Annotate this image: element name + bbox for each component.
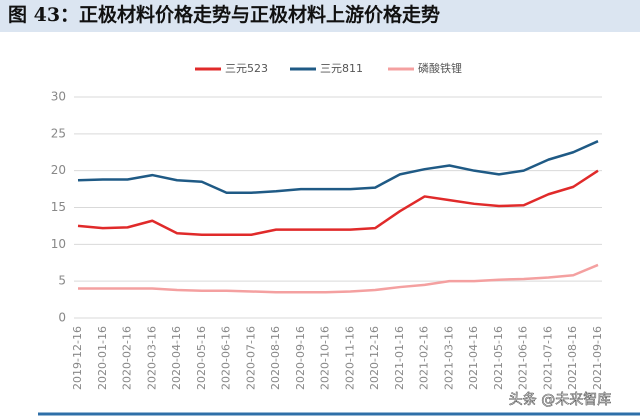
x-tick-label: 2020-07-16	[244, 326, 257, 390]
x-tick-label: 2020-11-16	[343, 326, 356, 390]
y-tick-label: 25	[51, 126, 66, 140]
x-tick-label: 2020-09-16	[294, 326, 307, 390]
y-tick-label: 10	[51, 237, 66, 251]
x-tick-label: 2020-05-16	[195, 326, 208, 390]
x-tick-label: 2021-07-16	[541, 326, 554, 390]
x-tick-label: 2021-02-16	[418, 326, 431, 390]
x-tick-label: 2021-04-16	[467, 326, 480, 390]
x-tick-label: 2020-10-16	[319, 326, 332, 390]
x-tick-label: 2020-03-16	[145, 326, 158, 390]
x-tick-label: 2020-04-16	[170, 326, 183, 390]
watermark: 头条 @未来智库	[509, 391, 611, 408]
y-tick-label: 15	[51, 200, 66, 214]
x-tick-label: 2021-01-16	[393, 326, 406, 390]
y-tick-label: 20	[51, 163, 66, 177]
y-tick-label: 0	[58, 311, 66, 325]
chart-title: 图 43：正极材料价格走势与正极材料上游价格走势	[8, 3, 440, 26]
x-tick-label: 2020-12-16	[368, 326, 381, 390]
series-line	[78, 263, 599, 294]
legend-label: 三元811	[320, 62, 363, 75]
x-tick-label: 2021-06-16	[517, 326, 530, 390]
x-tick-label: 2019-12-16	[71, 326, 84, 390]
y-tick-label: 30	[51, 90, 66, 104]
x-tick-label: 2020-02-16	[121, 326, 134, 390]
x-tick-label: 2021-08-16	[566, 326, 579, 390]
series-line	[77, 169, 599, 237]
x-tick-label: 2020-06-16	[220, 326, 233, 390]
legend-label: 三元523	[225, 62, 268, 75]
x-tick-label: 2021-05-16	[492, 326, 505, 390]
series-line	[77, 140, 599, 195]
x-tick-label: 2021-09-16	[591, 326, 604, 390]
legend-label: 磷酸铁锂	[418, 61, 462, 75]
title-band	[0, 0, 640, 32]
x-tick-label: 2020-08-16	[269, 326, 282, 390]
y-tick-label: 5	[58, 274, 66, 288]
x-tick-label: 2020-01-16	[96, 326, 109, 390]
x-tick-label: 2021-03-16	[442, 326, 455, 390]
